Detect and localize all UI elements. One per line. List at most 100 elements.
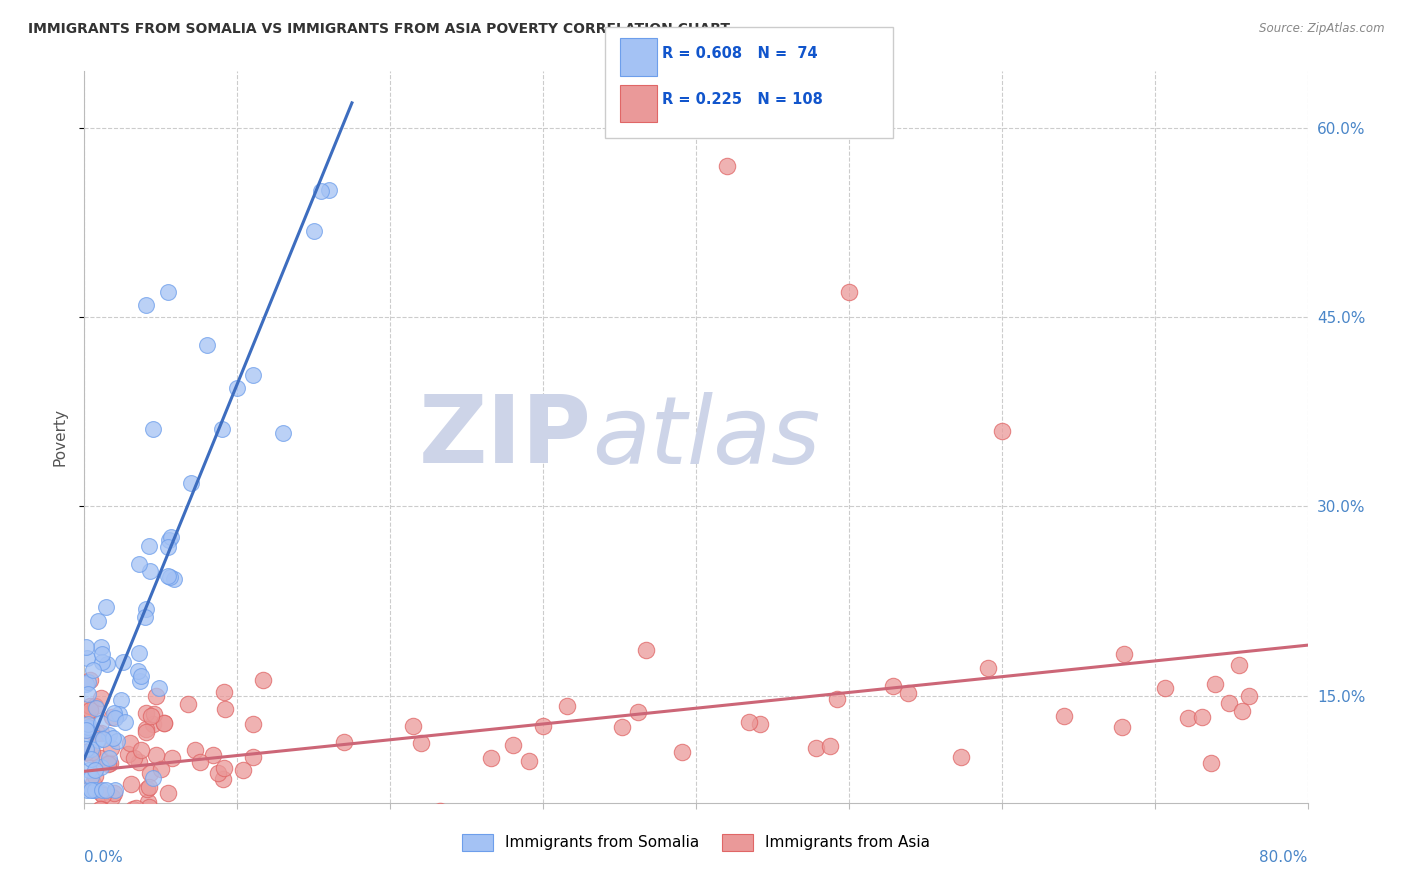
Point — [1153, 681, 1175, 696]
Point — [80, 742, 103, 756]
Point — [86, 615, 108, 629]
Point — [138, 800, 160, 814]
Point — [825, 691, 848, 706]
Point — [991, 424, 1014, 438]
Text: R = 0.225   N = 108: R = 0.225 N = 108 — [662, 93, 823, 107]
Point — [201, 747, 224, 762]
Point — [806, 740, 828, 755]
Point — [77, 763, 100, 777]
Point — [84, 763, 107, 777]
Point — [231, 764, 253, 778]
Point — [136, 795, 159, 809]
Point — [1237, 689, 1260, 703]
Point — [75, 723, 97, 737]
Point — [1204, 677, 1226, 691]
Point — [79, 783, 101, 797]
Point — [152, 716, 174, 731]
Point — [120, 736, 142, 750]
Point — [671, 746, 693, 760]
Point — [882, 679, 904, 693]
Point — [128, 558, 150, 572]
Point — [96, 783, 118, 797]
Point — [226, 381, 249, 395]
Text: atlas: atlas — [592, 392, 820, 483]
Point — [479, 751, 502, 765]
Point — [76, 721, 98, 735]
Point — [977, 660, 1000, 674]
Point — [110, 693, 132, 707]
Point — [157, 786, 180, 800]
Point — [716, 159, 738, 173]
Point — [101, 790, 124, 805]
Point — [1232, 704, 1254, 718]
Point — [84, 700, 107, 714]
Point — [627, 706, 650, 720]
Point — [89, 751, 111, 765]
Point — [145, 689, 167, 703]
Legend: Immigrants from Somalia, Immigrants from Asia: Immigrants from Somalia, Immigrants from… — [456, 828, 936, 857]
Point — [1111, 720, 1133, 734]
Point — [135, 298, 157, 312]
Point — [157, 541, 180, 555]
Point — [128, 647, 150, 661]
Point — [75, 676, 97, 690]
Point — [214, 761, 236, 775]
Point — [1227, 657, 1250, 672]
Point — [195, 338, 218, 352]
Point — [180, 476, 202, 491]
Point — [145, 747, 167, 762]
Point — [98, 751, 121, 765]
Text: R = 0.608   N =  74: R = 0.608 N = 74 — [662, 46, 818, 61]
Point — [97, 756, 120, 770]
Point — [128, 755, 150, 769]
Point — [98, 820, 121, 834]
Point — [139, 824, 162, 838]
Point — [166, 812, 188, 826]
Point — [748, 716, 770, 731]
Point — [139, 564, 162, 578]
Point — [738, 715, 761, 730]
Point — [149, 762, 172, 776]
Point — [89, 802, 111, 816]
Point — [75, 640, 97, 654]
Point — [818, 739, 841, 753]
Point — [84, 699, 107, 714]
Point — [142, 716, 165, 731]
Point — [531, 719, 554, 733]
Point — [207, 766, 229, 780]
Point — [112, 655, 135, 669]
Point — [108, 707, 131, 722]
Point — [79, 747, 101, 761]
Point — [163, 573, 186, 587]
Point — [177, 697, 200, 711]
Point — [1053, 708, 1076, 723]
Text: 0.0%: 0.0% — [84, 850, 124, 865]
Point — [634, 642, 657, 657]
Point — [90, 802, 112, 816]
Point — [139, 766, 162, 780]
Point — [897, 686, 920, 700]
Point — [80, 751, 103, 765]
Point — [114, 714, 136, 729]
Point — [86, 726, 108, 740]
Point — [75, 725, 97, 739]
Point — [76, 687, 98, 701]
Point — [138, 780, 160, 794]
Point — [117, 747, 139, 762]
Point — [212, 772, 235, 786]
Point — [97, 757, 120, 772]
Point — [1218, 696, 1240, 710]
Point — [75, 814, 97, 829]
Point — [75, 745, 97, 759]
Point — [90, 759, 112, 773]
Point — [138, 539, 160, 553]
Point — [188, 755, 211, 769]
Point — [838, 285, 860, 299]
Point — [120, 776, 142, 790]
Point — [402, 719, 425, 733]
Point — [131, 743, 153, 757]
Point — [90, 640, 112, 654]
Point — [127, 664, 149, 678]
Point — [80, 770, 103, 784]
Point — [318, 182, 340, 196]
